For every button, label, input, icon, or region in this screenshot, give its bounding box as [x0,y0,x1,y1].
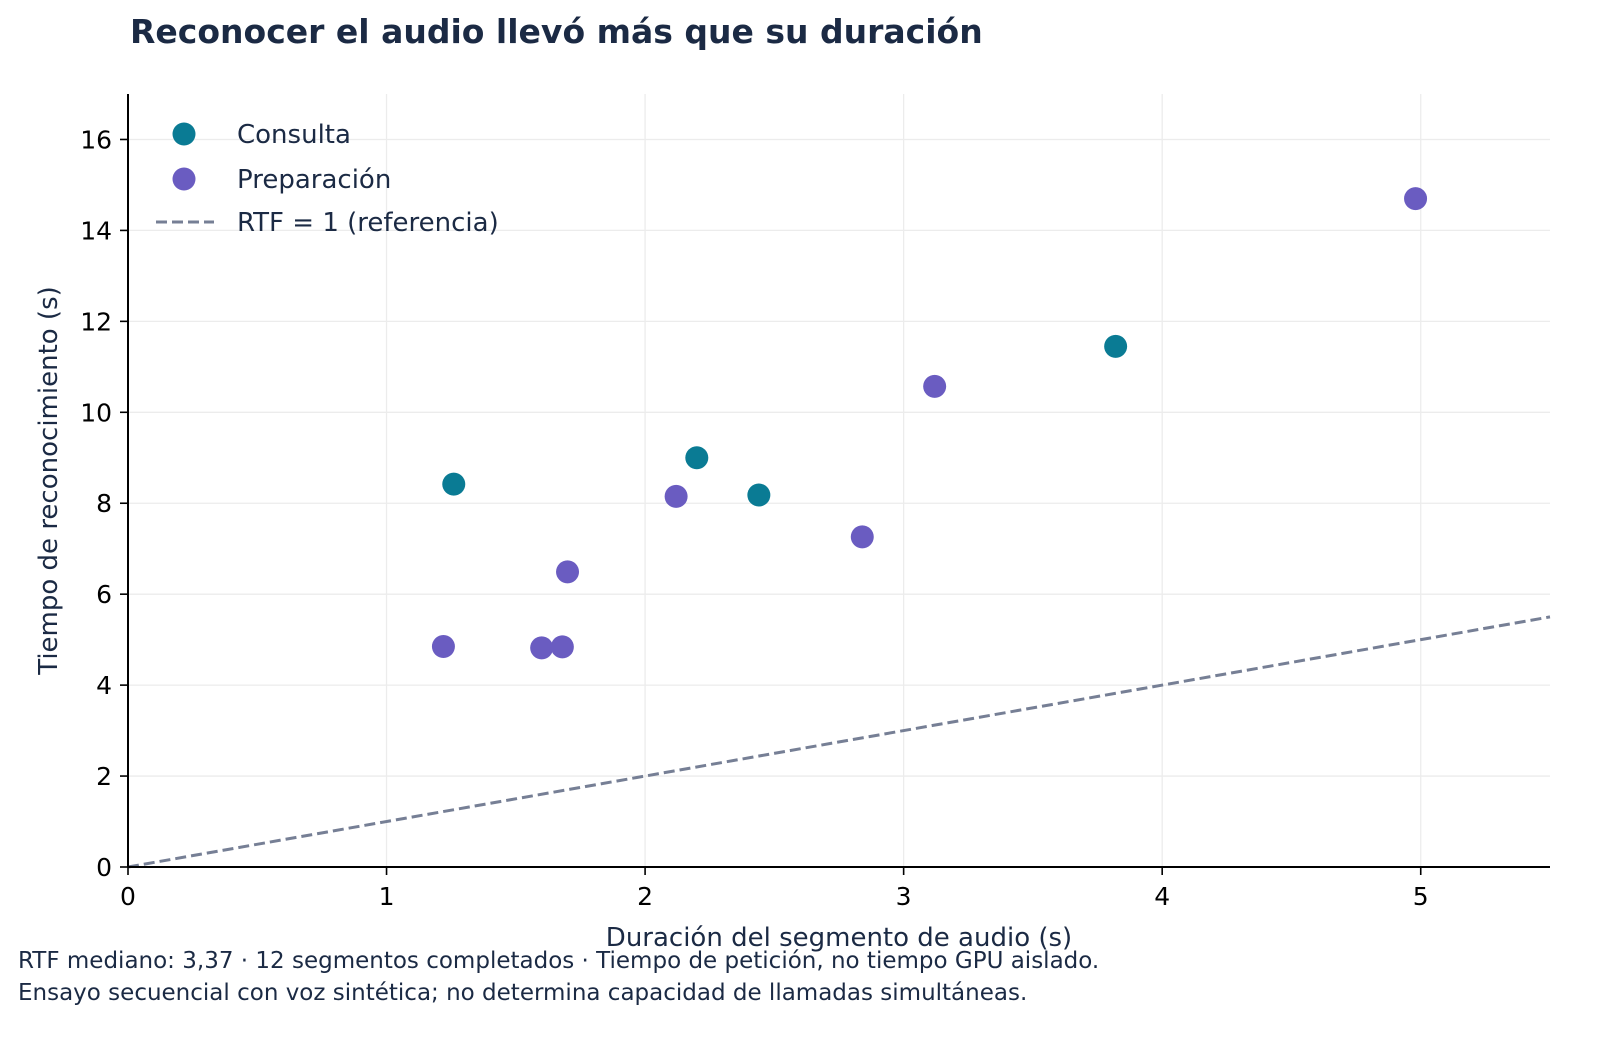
x-tick-label: 0 [120,882,136,911]
point-preparacion [530,636,554,660]
legend-marker-consulta [172,122,196,146]
y-tick-label: 6 [96,580,112,609]
grid-lines [127,94,1550,868]
reference-line-rtf [127,615,1551,869]
y-tick-label: 8 [96,489,112,518]
x-tick-label: 1 [379,882,395,911]
x-axis-label: Duración del segmento de audio (s) [606,923,1072,953]
legend-marker-preparacion [172,167,196,191]
legend: Consulta Preparación RTF = 1 (referencia) [156,120,499,238]
y-tick-label: 2 [96,762,112,791]
y-tick-label: 10 [80,398,112,427]
y-tick-label: 12 [80,307,112,336]
y-tick-label: 0 [96,853,112,882]
y-tick-label: 16 [80,125,112,154]
axis-labels: Duración del segmento de audio (s) Tiempo… [34,286,1072,953]
x-tick-label: 2 [637,882,653,911]
point-preparacion [556,560,580,584]
point-consulta [1104,334,1128,358]
point-preparacion [850,525,874,549]
y-tick-label: 14 [80,216,112,245]
chart-title: Reconocer el audio llevó más que su dura… [130,12,983,51]
point-consulta [442,472,466,496]
legend-label-consulta: Consulta [237,120,351,150]
point-consulta [685,446,709,470]
point-preparacion [923,374,947,398]
point-preparacion [664,484,688,508]
reference-line-layer [127,615,1551,869]
footnote-rtf: RTF mediano: 3,37 · 12 segmentos complet… [18,948,1100,974]
axes [127,94,1550,868]
y-axis-label: Tiempo de reconocimiento (s) [34,286,64,676]
x-tick-label: 3 [896,882,912,911]
y-tick-label: 4 [96,671,112,700]
footnote-disclaimer: Ensayo secuencial con voz sintética; no … [18,980,1028,1006]
x-tick-label: 5 [1413,882,1429,911]
legend-label-reference: RTF = 1 (referencia) [237,208,499,238]
point-preparacion [431,634,455,658]
point-preparacion [1404,187,1428,211]
point-preparacion [550,635,574,659]
point-consulta [747,483,771,507]
x-tick-label: 4 [1154,882,1170,911]
data-points [431,187,1428,660]
legend-label-preparacion: Preparación [237,165,391,195]
